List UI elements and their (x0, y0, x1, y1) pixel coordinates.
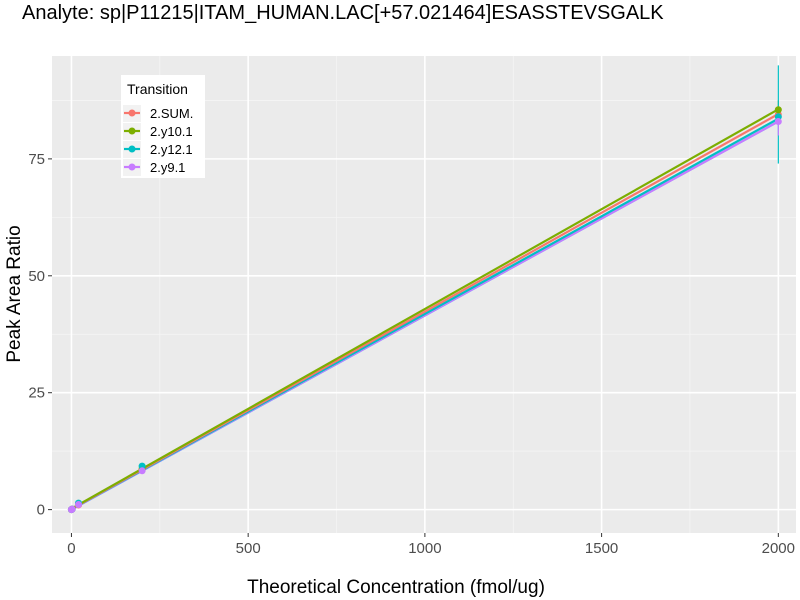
y-tick-label: 50 (28, 268, 45, 285)
major-gridlines (52, 56, 796, 533)
legend-title: Transition (127, 81, 188, 97)
y-tick-label: 0 (37, 502, 45, 519)
data-point-2.y9.1 (68, 505, 76, 513)
legend: Transition 2.SUM. 2.y10.1 2.y12.1 2.y9.1 (121, 75, 205, 178)
legend-key-point-2.y12.1 (128, 145, 136, 153)
legend-label-2.y12.1: 2.y12.1 (150, 142, 193, 157)
legend-label-2.y10.1: 2.y10.1 (150, 124, 193, 139)
y-axis-title: Peak Area Ratio (4, 225, 25, 362)
data-points (67, 106, 782, 514)
x-tick-label: 2000 (762, 540, 795, 557)
y-tick-label: 25 (28, 385, 45, 402)
legend-key-point-2.y10.1 (128, 127, 136, 135)
x-tick-label: 0 (67, 540, 75, 557)
axes: 0 500 1000 1500 2000 0 25 50 75 (28, 151, 795, 557)
x-tick-label: 500 (236, 540, 261, 557)
legend-key-point-2.y9.1 (128, 163, 136, 171)
data-point-2.y9.1 (774, 117, 782, 125)
data-point-2.y9.1 (75, 500, 83, 508)
x-tick-label: 1500 (585, 540, 618, 557)
legend-label-2.y9.1: 2.y9.1 (150, 160, 185, 175)
data-point-2.y10.1 (774, 106, 782, 114)
x-tick-label: 1000 (408, 540, 441, 557)
legend-label-2.SUM.: 2.SUM. (150, 106, 193, 121)
fit-line-2.y10.1 (70, 108, 779, 510)
data-point-2.y9.1 (138, 467, 146, 475)
x-axis-title: Theoretical Concentration (fmol/ug) (247, 577, 545, 598)
chart-title: Analyte: sp|P11215|ITAM_HUMAN.LAC[+57.02… (22, 2, 664, 24)
y-tick-label: 75 (28, 151, 45, 168)
legend-key-point-2.SUM. (128, 109, 136, 117)
fit-lines (70, 108, 779, 511)
